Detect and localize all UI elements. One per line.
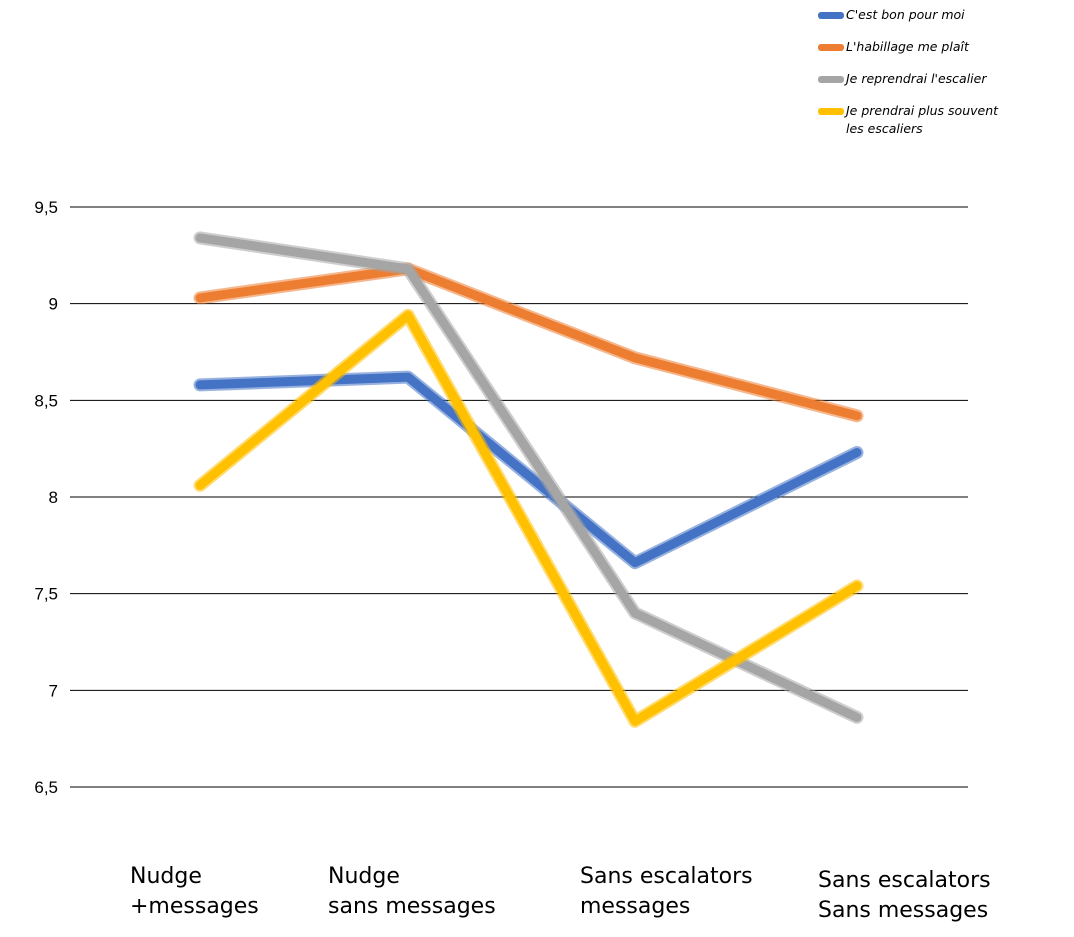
series-line xyxy=(195,310,862,726)
x-tick-label-line: Nudge xyxy=(328,864,400,889)
y-axis-ticks: 9,5 9 8,5 8 7,5 7 6,5 xyxy=(34,198,58,797)
gridlines xyxy=(70,206,968,788)
y-tick-label: 8 xyxy=(49,488,58,507)
y-tick-label: 9,5 xyxy=(34,198,58,217)
y-tick-label: 6,5 xyxy=(34,778,58,797)
legend: C'est bon pour moi L'habillage me plaît … xyxy=(818,6,1074,136)
series-line xyxy=(195,233,862,722)
x-tick-label-line: messages xyxy=(580,894,691,919)
series-line xyxy=(195,264,862,421)
legend-swatch xyxy=(818,108,844,115)
legend-item: L'habillage me plaît xyxy=(818,38,1074,70)
legend-label: Je prendrai plus souvent les escaliers xyxy=(846,103,999,136)
x-tick-label: Nudge sans messages xyxy=(328,862,496,922)
legend-swatch xyxy=(818,44,844,51)
series-line xyxy=(195,372,862,568)
y-tick-label: 9 xyxy=(49,295,58,314)
series-group xyxy=(193,370,864,570)
legend-swatch xyxy=(818,76,844,83)
x-tick-label-line: Sans messages xyxy=(818,898,989,923)
series-group xyxy=(193,308,864,728)
series-group xyxy=(193,231,864,724)
legend-label: Je reprendrai l'escalier xyxy=(846,71,987,86)
x-tick-label-line: Nudge xyxy=(130,864,202,889)
y-tick-label: 7,5 xyxy=(34,585,58,604)
legend-label: C'est bon pour moi xyxy=(846,7,965,22)
legend-item: Je reprendrai l'escalier xyxy=(818,70,1074,102)
x-tick-label: Sans escalators messages xyxy=(580,862,753,922)
x-tick-label-line: Sans escalators xyxy=(818,868,991,893)
x-tick-label: Nudge +messages xyxy=(130,862,259,922)
series-lines xyxy=(193,231,864,728)
legend-item: Je prendrai plus souvent les escaliers xyxy=(818,102,1074,136)
x-tick-label-line: +messages xyxy=(130,894,259,919)
legend-label: L'habillage me plaît xyxy=(846,39,969,54)
y-tick-label: 7 xyxy=(49,681,58,700)
x-tick-label: Sans escalators Sans messages xyxy=(818,866,991,926)
x-tick-label-line: sans messages xyxy=(328,894,496,919)
x-tick-label-line: Sans escalators xyxy=(580,864,753,889)
y-tick-label: 8,5 xyxy=(34,391,58,410)
series-group xyxy=(193,262,864,423)
legend-swatch xyxy=(818,12,844,19)
legend-item: C'est bon pour moi xyxy=(818,6,1074,38)
